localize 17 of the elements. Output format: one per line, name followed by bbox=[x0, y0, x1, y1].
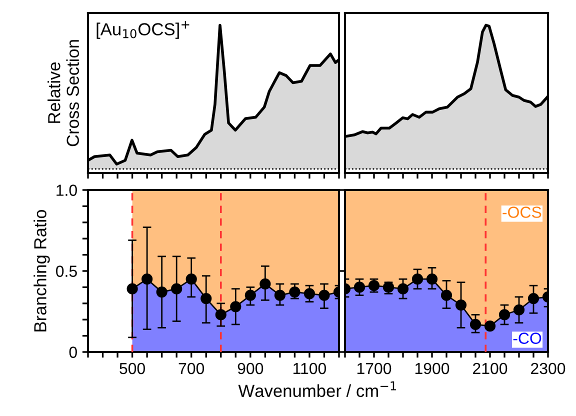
x-tick-label: 1900 bbox=[415, 362, 450, 374]
x-tick-label: 2300 bbox=[531, 362, 566, 374]
x-tick-label: 700 bbox=[178, 362, 204, 374]
annotation: [Au$_{10}$OCS]$^{+}$ bbox=[96, 21, 190, 39]
y-tick-label: 0.5 bbox=[56, 266, 77, 277]
y-axis-title: Relative Cross Section bbox=[48, 40, 80, 146]
x-tick-label: 2100 bbox=[473, 362, 508, 374]
x-tick-label: 1700 bbox=[357, 362, 392, 374]
series-label: -CO bbox=[513, 332, 542, 344]
y-axis-title: Branching Ratio bbox=[34, 210, 50, 332]
series-label: -OCS bbox=[502, 206, 542, 218]
y-tick-label: 1.0 bbox=[56, 184, 77, 196]
x-axis-title: Wavenumber / cm$^{−1}$ bbox=[238, 381, 396, 398]
x-tick-label: 500 bbox=[120, 362, 145, 374]
x-tick-label: 900 bbox=[238, 362, 264, 374]
y-tick-label: 0 bbox=[69, 346, 77, 358]
x-tick-label: 1100 bbox=[294, 362, 326, 374]
